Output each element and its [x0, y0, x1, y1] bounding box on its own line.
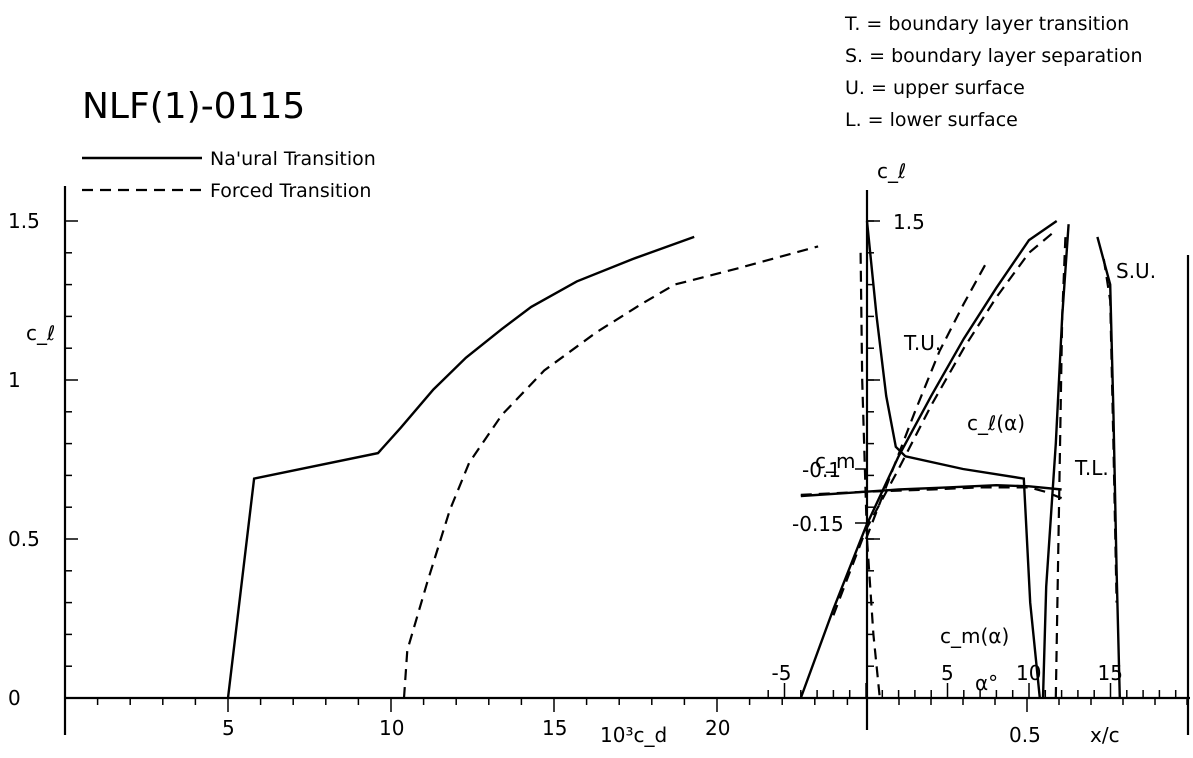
note-lower: L. = lower surface [845, 109, 1018, 131]
right-axes: 1.5-0.15-0.1 -5 5 10 15 0.5 c_ℓ c_m α° x/c [767, 159, 1190, 747]
alpha-tick-label: -5 [772, 661, 792, 685]
cm-alpha-series-1 [800, 486, 1063, 500]
xc-tick-label: 0.5 [1009, 723, 1041, 747]
note-separation: S. = boundary layer separation [845, 45, 1143, 67]
series-layer [226, 220, 1121, 699]
left-x-tick-label: 10 [379, 716, 404, 740]
polar-series-forced [402, 245, 819, 699]
notes-block: T. = boundary layer transition S. = boun… [844, 13, 1143, 131]
note-transition: T. = boundary layer transition [844, 13, 1129, 35]
cl-alpha-series-0 [799, 220, 1058, 699]
left-y-ticks: 0 0.5 1 1.5 [8, 209, 78, 710]
legend: Na'ural Transition Forced Transition [82, 148, 376, 202]
left-x-tick-label: 5 [222, 716, 235, 740]
y-axis-label-cm: c_m [815, 449, 855, 473]
xc-series-1 [1041, 224, 1070, 699]
xc-series-5 [859, 252, 881, 699]
cm-tick-label: -0.1 [802, 458, 841, 482]
legend-natural-label: Na'ural Transition [210, 148, 376, 170]
x-axis-label-xc: x/c [1090, 723, 1120, 747]
cl-alpha-series-1 [832, 232, 1053, 616]
x-axis-label-alpha: α° [975, 671, 998, 695]
left-y-tick-label: 0 [8, 686, 21, 710]
left-x-tick-label: 15 [542, 716, 567, 740]
xc-series-3 [1054, 236, 1067, 699]
chart-title: NLF(1)-0115 [82, 86, 305, 127]
left-x-tick-label: 20 [705, 716, 730, 740]
label-tu: T.U. [903, 331, 941, 355]
left-x-ticks: 5 10 15 20 [96, 698, 849, 740]
left-y-tick-label: 1 [8, 368, 21, 392]
label-cl-alpha: c_ℓ(α) [967, 411, 1025, 435]
right-cl-tick-label: 1.5 [893, 210, 925, 234]
y-axis-label-cl-right: c_ℓ [877, 159, 906, 183]
alpha-ticks: -5 5 10 15 [767, 661, 1177, 698]
xc-series-4 [1102, 259, 1118, 603]
alpha-tick-label: 5 [941, 661, 954, 685]
right-y-ticks: 1.5 -0.15 -0.1 [792, 210, 925, 667]
left-axes: 0 0.5 1 1.5 5 10 15 20 c_ℓ 10³c_d [8, 186, 1190, 747]
cm-alpha-series-0 [800, 483, 1062, 498]
note-upper: U. = upper surface [845, 77, 1025, 99]
x-axis-label-cd: 10³c_d [600, 723, 667, 747]
polar-series-natural [226, 235, 695, 699]
cl-alpha-series-2 [864, 258, 990, 540]
label-cm-alpha: c_m(α) [940, 624, 1009, 648]
label-tl: T.L. [1074, 456, 1109, 480]
xc-ticks: 0.5 [898, 698, 1188, 747]
legend-forced-label: Forced Transition [210, 180, 371, 202]
left-y-tick-label: 0.5 [8, 527, 40, 551]
left-y-tick-label: 1.5 [8, 209, 40, 233]
cm-tick-label: -0.15 [792, 512, 844, 536]
y-axis-label-cl: c_ℓ [26, 321, 55, 345]
curve-labels: T.U. c_ℓ(α) T.L. S.U. c_m(α) [903, 259, 1156, 648]
xc-series-0 [865, 220, 1041, 699]
label-su: S.U. [1116, 259, 1156, 283]
